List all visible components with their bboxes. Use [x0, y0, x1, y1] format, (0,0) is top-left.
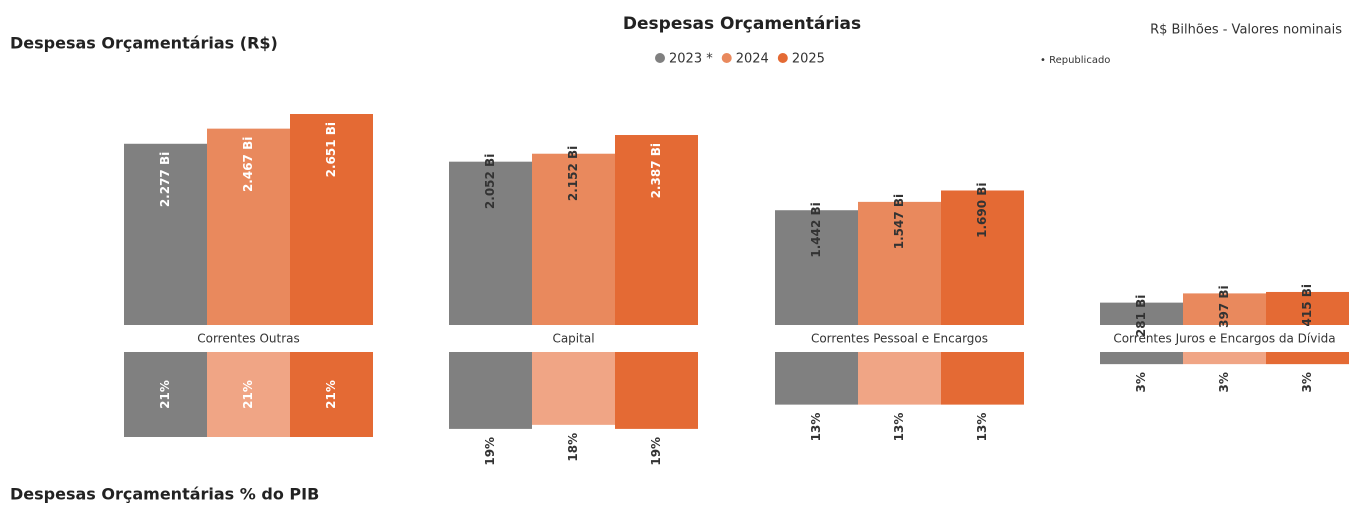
bar [615, 352, 698, 429]
chart-title: Despesas Orçamentárias [623, 14, 861, 34]
data-label: 2.467 Bi [241, 137, 255, 192]
unit-note: R$ Bilhões - Valores nominais [1150, 23, 1342, 38]
bar [207, 128, 290, 325]
data-label: 2.277 Bi [158, 152, 172, 207]
data-label: 13% [975, 413, 989, 442]
legend-swatch [655, 53, 665, 63]
data-label: 18% [566, 433, 580, 462]
bar [290, 352, 373, 437]
bar [290, 114, 373, 325]
legend-swatch [721, 53, 732, 63]
data-label: 281 Bi [1134, 295, 1148, 338]
bar [1266, 291, 1349, 325]
left-title: Despesas Orçamentárias (R$) [10, 34, 278, 53]
data-label: 19% [483, 437, 497, 466]
bar [532, 153, 615, 325]
bar [1100, 302, 1183, 325]
data-label: 21% [241, 380, 255, 409]
bar [449, 161, 532, 325]
bar [532, 352, 615, 425]
data-label: 19% [649, 437, 663, 466]
data-label: 13% [809, 413, 823, 442]
bar [1183, 352, 1266, 365]
bar [449, 352, 532, 429]
bar [124, 352, 207, 437]
bar [207, 352, 290, 437]
data-label: 3% [1300, 372, 1314, 392]
bar [1100, 352, 1183, 365]
data-label: 1.442 Bi [809, 202, 823, 257]
legend-swatch [777, 53, 788, 63]
bar [124, 143, 207, 325]
legend-label: 2024 [736, 52, 769, 67]
data-label: 2.387 Bi [649, 143, 663, 198]
data-label: 415 Bi [1300, 284, 1314, 327]
data-label: 1.547 Bi [892, 194, 906, 249]
data-label: 13% [892, 413, 906, 442]
category-label: Capital [552, 332, 594, 346]
data-label: 1.690 Bi [975, 182, 989, 237]
data-label: 397 Bi [1217, 285, 1231, 328]
bar [1266, 352, 1349, 365]
bar [775, 352, 858, 405]
data-label: 3% [1217, 372, 1231, 392]
bar [775, 210, 858, 325]
category-label: Correntes Outras [197, 332, 300, 346]
bar [858, 352, 941, 405]
data-label: 21% [158, 380, 172, 409]
data-label: 2.052 Bi [483, 154, 497, 209]
category-label: Correntes Pessoal e Encargos [811, 332, 988, 346]
data-label: 3% [1134, 372, 1148, 392]
footnote: • Republicado [1040, 55, 1110, 66]
data-label: 21% [324, 380, 338, 409]
bottom-title: Despesas Orçamentárias % do PIB [10, 485, 319, 504]
data-label: 2.651 Bi [324, 122, 338, 177]
bar [941, 352, 1024, 405]
category-label: Correntes Juros e Encargos da Dívida [1113, 332, 1335, 346]
legend-label: 2025 [792, 52, 825, 67]
bar [615, 135, 698, 325]
bar [858, 201, 941, 325]
data-label: 2.152 Bi [566, 146, 580, 201]
legend-label: 2023 * [669, 52, 713, 67]
bar [1183, 293, 1266, 325]
bar [941, 190, 1024, 325]
